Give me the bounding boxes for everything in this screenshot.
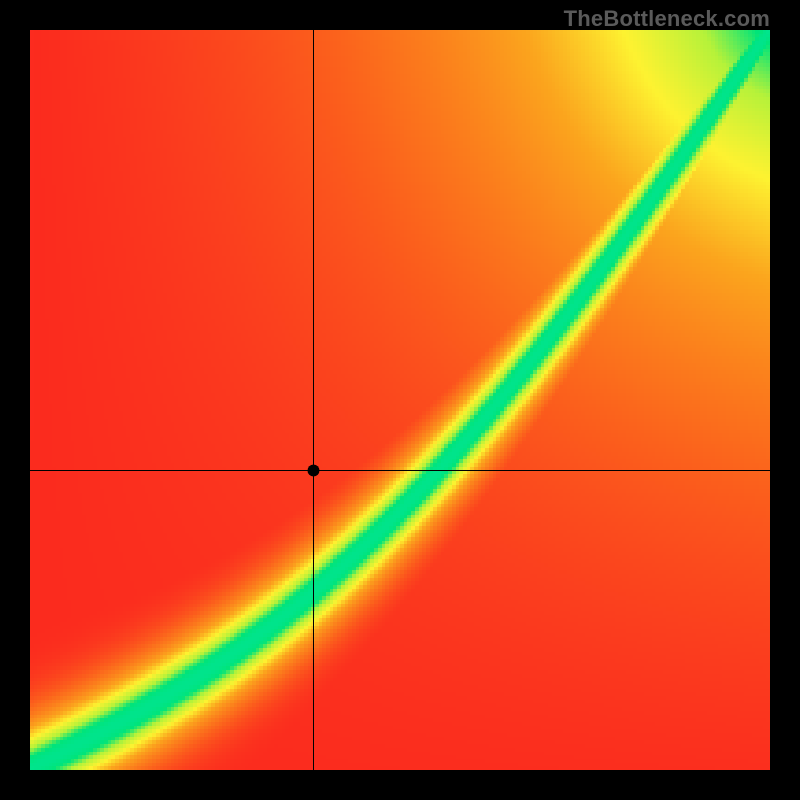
heatmap-canvas [30,30,770,770]
watermark-text: TheBottleneck.com [564,6,770,32]
chart-frame: TheBottleneck.com [0,0,800,800]
